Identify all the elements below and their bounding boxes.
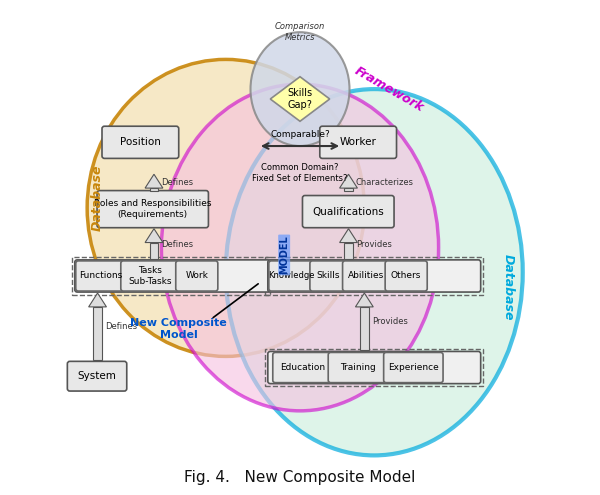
Ellipse shape	[87, 59, 364, 356]
Text: Fig. 4.   New Composite Model: Fig. 4. New Composite Model	[184, 470, 416, 485]
FancyBboxPatch shape	[176, 261, 218, 291]
Text: Comparison
Metrics: Comparison Metrics	[275, 22, 325, 42]
Bar	[149, 243, 158, 259]
Text: Qualifications: Qualifications	[313, 206, 384, 217]
FancyBboxPatch shape	[328, 352, 388, 383]
Polygon shape	[89, 293, 106, 307]
FancyBboxPatch shape	[102, 126, 179, 158]
Bar	[344, 243, 353, 259]
Polygon shape	[340, 174, 358, 188]
FancyBboxPatch shape	[269, 261, 314, 291]
Text: Framework: Framework	[352, 64, 426, 114]
Bar	[93, 307, 102, 360]
Text: MODEL: MODEL	[279, 236, 289, 274]
Polygon shape	[340, 229, 358, 243]
FancyBboxPatch shape	[273, 352, 332, 383]
Text: Provides: Provides	[372, 317, 407, 326]
Text: Database: Database	[502, 254, 514, 320]
Text: Provides: Provides	[356, 240, 392, 248]
Text: Functions: Functions	[79, 271, 122, 281]
Text: Defines: Defines	[105, 322, 137, 331]
Polygon shape	[145, 229, 163, 243]
Text: Abilities: Abilities	[348, 271, 384, 281]
Text: Common Domain?
Fixed Set of Elements?: Common Domain? Fixed Set of Elements?	[252, 163, 348, 183]
Ellipse shape	[161, 84, 439, 411]
FancyBboxPatch shape	[385, 261, 427, 291]
Text: Roles and Responsibilities
(Requirements): Roles and Responsibilities (Requirements…	[94, 199, 211, 219]
Text: Work: Work	[185, 271, 208, 281]
FancyBboxPatch shape	[268, 260, 481, 292]
Text: System: System	[77, 371, 116, 381]
Text: Training: Training	[340, 363, 376, 372]
Text: Comparable?: Comparable?	[270, 130, 330, 139]
Bar	[73, 257, 271, 295]
Text: Knowledge: Knowledge	[268, 271, 315, 281]
Text: Defines: Defines	[161, 240, 194, 248]
FancyBboxPatch shape	[75, 260, 271, 292]
Text: Tasks
Sub-Tasks: Tasks Sub-Tasks	[129, 266, 172, 286]
Text: Database: Database	[91, 165, 104, 231]
Text: Others: Others	[391, 271, 421, 281]
Ellipse shape	[226, 89, 523, 455]
FancyBboxPatch shape	[343, 261, 389, 291]
Text: Skills: Skills	[317, 271, 340, 281]
Bar	[149, 188, 158, 191]
Text: Defines: Defines	[161, 178, 194, 187]
Bar	[265, 349, 483, 386]
Text: Position: Position	[120, 137, 161, 148]
Bar	[265, 257, 483, 295]
Text: Worker: Worker	[340, 137, 377, 148]
FancyBboxPatch shape	[121, 261, 180, 291]
FancyBboxPatch shape	[268, 351, 481, 384]
Text: New Composite
Model: New Composite Model	[130, 318, 227, 340]
Bar	[344, 188, 353, 191]
FancyBboxPatch shape	[97, 191, 208, 228]
Polygon shape	[355, 293, 373, 307]
FancyBboxPatch shape	[67, 361, 127, 391]
Text: Characterizes: Characterizes	[356, 178, 414, 187]
Ellipse shape	[251, 32, 349, 146]
Text: Skills
Gap?: Skills Gap?	[287, 88, 313, 110]
FancyBboxPatch shape	[302, 196, 394, 228]
FancyBboxPatch shape	[383, 352, 443, 383]
Text: Experience: Experience	[388, 363, 439, 372]
Polygon shape	[271, 77, 330, 121]
FancyBboxPatch shape	[76, 261, 125, 291]
Text: Education: Education	[280, 363, 325, 372]
FancyBboxPatch shape	[320, 126, 397, 158]
Polygon shape	[145, 174, 163, 188]
FancyBboxPatch shape	[310, 261, 347, 291]
Bar	[360, 307, 369, 350]
